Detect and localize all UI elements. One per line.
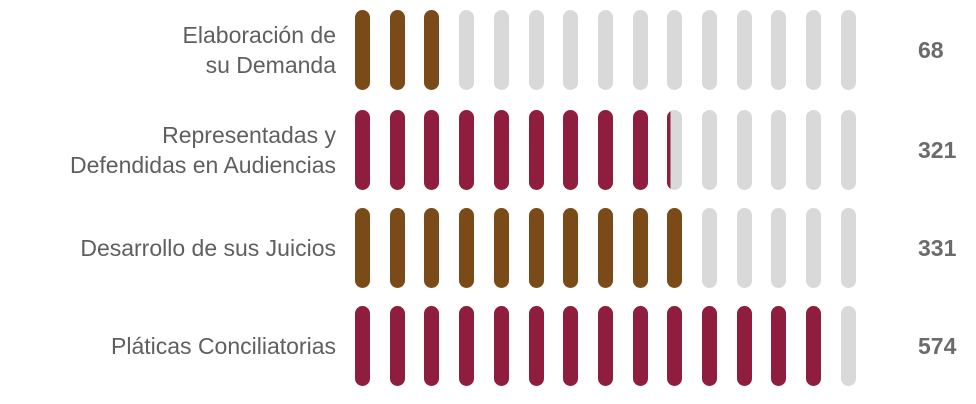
row-value: 574	[918, 333, 957, 359]
pill-mark	[736, 110, 752, 190]
pill-mark	[355, 10, 370, 90]
pill-mark	[563, 10, 579, 90]
pill-mark	[806, 208, 822, 288]
pill-mark	[771, 306, 787, 386]
pill-mark	[702, 110, 717, 190]
pill-mark	[667, 306, 683, 386]
pill-mark	[667, 110, 683, 190]
row-label-line: Elaboración de	[182, 22, 336, 48]
row-label: Pláticas Conciliatorias	[0, 306, 336, 386]
pill-mark	[389, 10, 405, 90]
pill-mark	[563, 110, 579, 190]
row-label: Representadas y Defendidas en Audiencias	[0, 110, 336, 190]
pill-mark	[632, 208, 648, 288]
pill-mark	[597, 306, 613, 386]
pill-mark	[389, 208, 405, 288]
pill-track	[355, 110, 895, 190]
pill-mark	[528, 306, 544, 386]
pill-mark	[702, 306, 717, 386]
pill-mark	[702, 208, 717, 288]
pill-track	[355, 306, 895, 386]
pill-mark	[632, 306, 648, 386]
pill-mark	[424, 208, 440, 288]
pill-mark	[597, 208, 613, 288]
pill-mark	[355, 208, 370, 288]
pill-mark	[840, 306, 856, 386]
row-label-line: su Demanda	[205, 52, 336, 78]
pill-mark	[840, 110, 856, 190]
pill-mark	[632, 110, 648, 190]
pill-mark	[667, 208, 683, 288]
pill-mark	[459, 110, 475, 190]
pill-mark	[493, 110, 509, 190]
pill-mark	[424, 306, 440, 386]
pill-mark	[459, 10, 475, 90]
pill-mark	[493, 10, 509, 90]
pill-track	[355, 208, 895, 288]
pill-mark	[702, 10, 717, 90]
row-label: Elaboración de su Demanda	[0, 10, 336, 90]
chart-row: Pláticas Conciliatorias 574	[0, 306, 976, 386]
row-value: 68	[918, 37, 944, 63]
pill-mark	[459, 306, 475, 386]
row-label-line: Desarrollo de sus Juicios	[80, 235, 336, 261]
pill-mark	[355, 306, 370, 386]
pill-mark	[840, 208, 856, 288]
row-label-line: Pláticas Conciliatorias	[111, 333, 336, 359]
pill-mark	[806, 110, 822, 190]
pill-mark	[597, 110, 613, 190]
pill-mark	[771, 10, 787, 90]
pill-mark	[424, 110, 440, 190]
row-label-line: Representadas y	[162, 122, 336, 148]
pill-mark	[528, 110, 544, 190]
pill-mark	[389, 110, 405, 190]
pill-mark	[771, 208, 787, 288]
pill-mark	[389, 306, 405, 386]
chart-row: Desarrollo de sus Juicios 331	[0, 208, 976, 288]
pill-mark	[806, 10, 822, 90]
pill-mark	[771, 110, 787, 190]
pill-mark	[459, 208, 475, 288]
pill-mark	[424, 10, 440, 90]
pill-mark	[355, 110, 370, 190]
pill-mark	[667, 10, 683, 90]
pill-mark	[597, 10, 613, 90]
pill-mark	[563, 306, 579, 386]
pill-track	[355, 10, 895, 90]
pill-mark	[736, 306, 752, 386]
row-label: Desarrollo de sus Juicios	[0, 208, 336, 288]
pill-mark	[736, 10, 752, 90]
row-value: 331	[918, 235, 957, 261]
row-value: 321	[918, 137, 957, 163]
pill-mark	[528, 10, 544, 90]
pill-mark	[840, 10, 856, 90]
pill-mark	[806, 306, 822, 386]
pill-mark	[563, 208, 579, 288]
pill-mark	[493, 306, 509, 386]
pill-mark	[632, 10, 648, 90]
pill-mark	[528, 208, 544, 288]
pill-mark	[493, 208, 509, 288]
row-label-line: Defendidas en Audiencias	[70, 152, 336, 178]
chart-row: Elaboración de su Demanda 68	[0, 10, 976, 90]
pill-mark	[736, 208, 752, 288]
chart-row: Representadas y Defendidas en Audiencias…	[0, 110, 976, 190]
